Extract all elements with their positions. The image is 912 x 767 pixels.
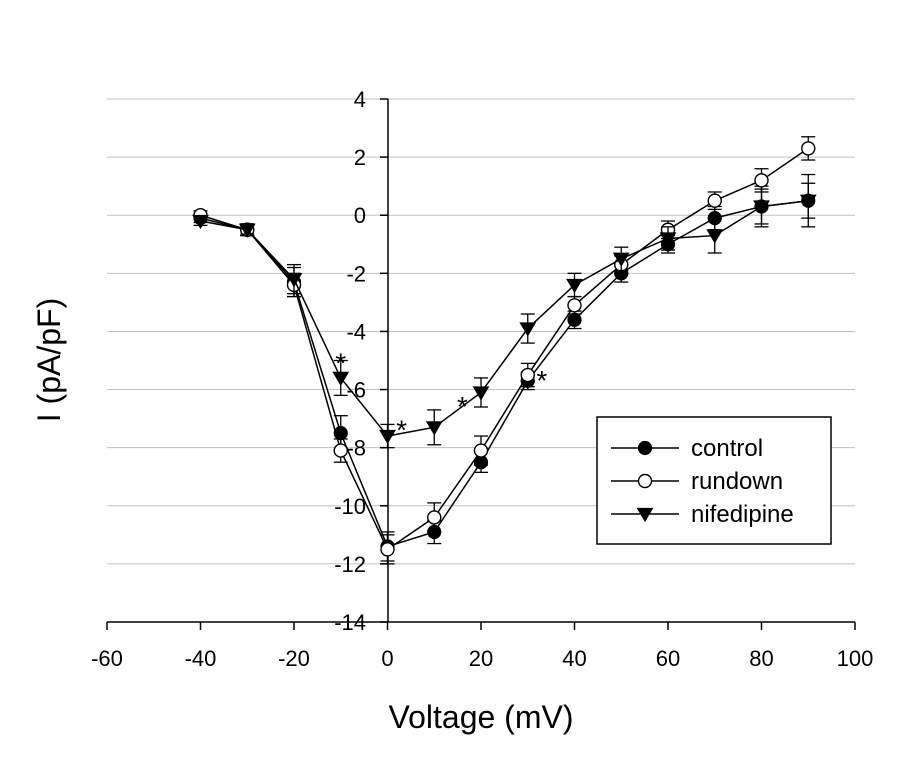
significance-star: *	[396, 414, 407, 445]
data-point	[636, 507, 654, 523]
data-point	[659, 232, 677, 247]
data-point	[332, 371, 350, 387]
y-tick-label: 4	[354, 87, 366, 112]
data-point	[520, 367, 535, 383]
data-point	[799, 194, 817, 209]
series-line	[200, 147, 809, 551]
x-tick-label: 80	[749, 646, 773, 671]
series-line	[200, 199, 809, 548]
data-point	[285, 273, 303, 288]
data-point	[192, 214, 209, 230]
data-point	[567, 312, 582, 327]
y-tick-label: -6	[346, 378, 366, 403]
significance-star: *	[457, 391, 468, 422]
data-point	[238, 223, 256, 238]
x-tick-label: 0	[381, 646, 393, 671]
data-point	[425, 421, 443, 436]
data-point	[801, 141, 816, 156]
y-tick-label: -8	[346, 436, 366, 461]
axes: -60 -40 -20 0 20 40 60 80 100-14-12-10-8-6-4-202…	[91, 87, 873, 671]
x-tick-label: 20	[469, 646, 493, 671]
y-axis-label: I (pA/pF)	[31, 298, 67, 422]
data-point	[333, 443, 348, 458]
legend-label-rundown: rundown	[691, 468, 783, 495]
significance-annotations: * * * *	[335, 348, 547, 446]
data-point	[706, 229, 724, 244]
data-point	[427, 510, 442, 525]
y-tick-label: 0	[354, 203, 366, 228]
x-tick-label: 60	[656, 646, 680, 671]
gridlines	[107, 98, 855, 565]
x-tick-label: 100	[837, 646, 874, 671]
significance-star: *	[335, 348, 346, 379]
data-series	[192, 136, 817, 565]
data-point	[637, 473, 653, 489]
legend-label-control: control	[691, 435, 763, 462]
y-tick-label: -10	[334, 494, 366, 519]
legend-label-nifedipine: nifedipine	[691, 501, 794, 528]
y-tick-label: 2	[354, 145, 366, 170]
data-point	[567, 298, 582, 313]
y-tick-label: -4	[346, 319, 366, 344]
significance-star: *	[536, 365, 547, 396]
data-point	[472, 386, 490, 401]
data-point	[637, 440, 653, 456]
data-point	[473, 443, 489, 458]
data-point	[753, 200, 770, 215]
data-point	[566, 278, 583, 294]
data-point	[612, 252, 630, 267]
x-tick-label: -40	[185, 646, 217, 671]
data-point	[707, 193, 722, 208]
data-point	[380, 542, 395, 557]
x-tick-label: -60	[91, 646, 123, 671]
y-tick-label: -12	[334, 552, 366, 577]
data-point	[519, 322, 537, 337]
y-tick-label: -2	[346, 261, 366, 286]
series-line	[200, 199, 809, 437]
series-nifedipine	[192, 182, 817, 449]
legend: control rundown nifedipine	[596, 416, 832, 545]
x-tick-label: 40	[562, 646, 586, 671]
x-tick-label: -20	[278, 646, 310, 671]
data-point	[379, 429, 396, 445]
data-point	[754, 173, 769, 188]
y-tick-label: -14	[334, 610, 366, 635]
x-axis-label: Voltage (mV)	[389, 699, 574, 735]
